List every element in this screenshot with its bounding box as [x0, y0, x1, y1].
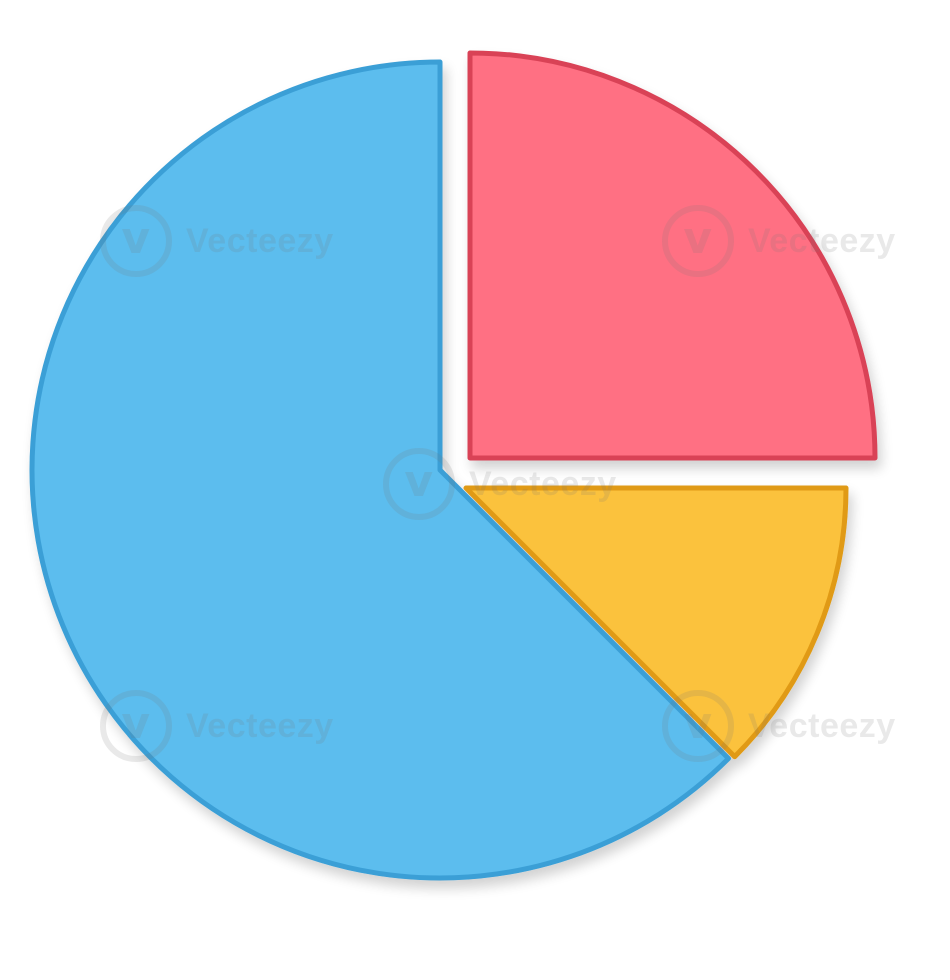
pie-slice-small — [463, 485, 849, 760]
pie-slice-large — [29, 59, 731, 881]
pie-slice-medium — [467, 50, 878, 461]
